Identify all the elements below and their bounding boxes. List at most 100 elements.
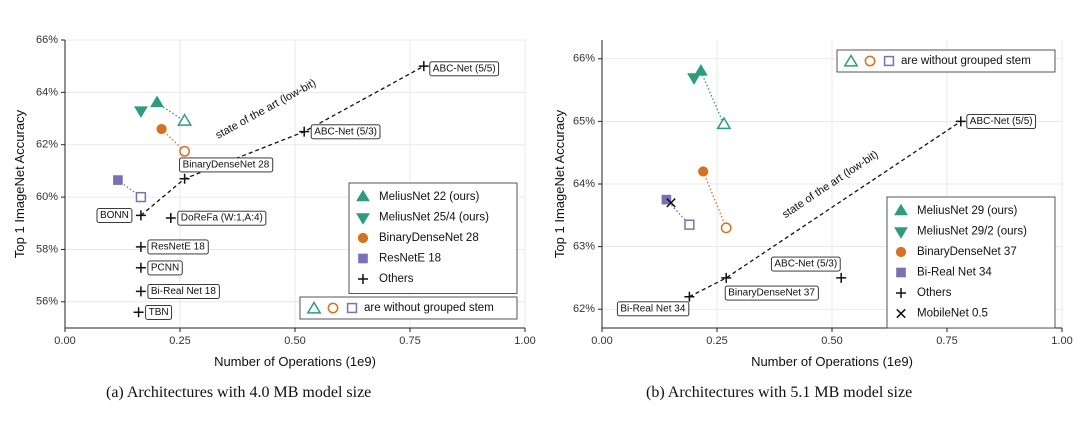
label-tbn: TBN	[149, 307, 169, 318]
legend-marker-meliusnet-29-2-ours	[894, 227, 908, 239]
label-tbn-box	[145, 304, 173, 320]
point-others-bonn	[135, 210, 146, 221]
label-resnete-18-box	[147, 239, 209, 255]
no-stem-connector	[702, 171, 727, 229]
point-bi-real-net-34	[661, 194, 672, 205]
legend-label-others: Others	[917, 287, 952, 299]
x-tick-label: 0.50	[284, 335, 305, 347]
point-others-pcnn	[135, 262, 146, 273]
x-tick-label: 0.75	[399, 335, 420, 347]
point-others-binarydensenet-28	[179, 173, 190, 184]
point-binarydensenet-28	[156, 123, 167, 135]
stem-note-text: are without grouped stem	[364, 302, 494, 314]
legend-label-binarydensenet-28: BinaryDenseNet 28	[379, 232, 479, 244]
note-triangle-marker	[306, 301, 322, 314]
label-bonn: BONN	[100, 210, 129, 221]
y-tick-label: 66%	[573, 53, 595, 65]
label-abc-net-5-3-box	[770, 256, 841, 272]
legend-label-resnete-18: ResNetE 18	[379, 253, 441, 265]
x-tick-label: 0.25	[706, 335, 727, 347]
y-axis-title: Top 1 ImageNet Accuracy	[12, 109, 27, 258]
point-binarydensenet-37	[698, 166, 709, 177]
note-square-marker	[346, 302, 358, 314]
x-tick-label: 0.00	[54, 335, 75, 347]
label-bi-real-net-18-box	[147, 284, 220, 299]
point-others-abc-net-5-5	[418, 61, 429, 72]
label-bonn-box	[96, 208, 133, 224]
legend-marker-bi-real-net-34	[896, 267, 906, 278]
stem-note-text: are without grouped stem	[901, 55, 1031, 67]
legend-label-binarydensenet-37: BinaryDenseNet 37	[917, 246, 1017, 258]
label-dorefa-w-1-a-4: DoReFa (W:1,A:4)	[181, 213, 263, 224]
caption-a: (a) Architectures with 4.0 MB model size	[106, 384, 372, 401]
legend-marker-resnete-18	[358, 253, 368, 264]
y-tick-label: 62%	[36, 139, 58, 151]
label-abc-net-5-3: ABC-Net (5/3)	[774, 259, 837, 270]
y-tick-label: 58%	[36, 243, 58, 255]
x-tick-label: 1.00	[514, 335, 535, 347]
point-resnete-18	[113, 175, 123, 185]
point-meliusnet-22-ours	[150, 95, 164, 108]
label-dorefa-w-1-a-4-box	[177, 210, 267, 226]
legend: MeliusNet 22 (ours) MeliusNet 25/4 (ours)…	[348, 182, 518, 294]
label-pcnn-box	[147, 260, 183, 276]
legend-label-meliusnet-29-ours: MeliusNet 29 (ours)	[917, 205, 1018, 217]
label-binarydensenet-37: BinaryDenseNet 37	[728, 288, 815, 299]
sota-label: state of the art (low-bit)	[780, 148, 880, 220]
label-resnete-18: ResNetE 18	[151, 241, 205, 252]
y-tick-label: 56%	[36, 296, 58, 308]
point-no-stem-circle	[179, 145, 191, 157]
point-meliusnet-25-4-ours	[134, 106, 148, 118]
legend-label-mobilenet-0-5: MobileNet 0.5	[917, 308, 988, 320]
x-tick-label: 0.75	[936, 335, 957, 347]
legend: MeliusNet 29 (ours) MeliusNet 29/2 (ours)…	[886, 196, 1056, 329]
stem-note: are without grouped stem	[836, 49, 1056, 73]
legend-marker-meliusnet-22-ours	[356, 189, 370, 202]
legend-label-others: Others	[379, 273, 414, 285]
label-bi-real-net-34-box	[616, 301, 690, 317]
legend-marker-meliusnet-29-ours	[894, 203, 908, 216]
x-tick-label: 0.25	[169, 335, 190, 347]
y-tick-label: 64%	[36, 86, 58, 98]
point-no-stem-square	[684, 219, 695, 230]
legend-label-meliusnet-29-2-ours: MeliusNet 29/2 (ours)	[917, 226, 1027, 238]
label-abc-net-5-5: ABC-Net (5/5)	[970, 116, 1033, 127]
chart-a: 0.00 0.25 0.50 0.75 1.00 56% 58% 60% 62% 64% 66% Nu…	[12, 34, 536, 369]
no-stem-connector	[700, 71, 725, 125]
legend-marker-binarydensenet-28	[357, 232, 369, 244]
legend-label-bi-real-net-34: Bi-Real Net 34	[917, 267, 992, 279]
label-binarydensenet-37-box	[724, 285, 819, 301]
stem-note-box	[836, 49, 1056, 73]
legend-marker-others	[358, 274, 368, 284]
point-others-bi-real-net-18	[135, 286, 146, 297]
x-tick-label: 1.00	[1051, 335, 1072, 347]
x-tick-label: 0.50	[821, 335, 842, 347]
point-meliusnet-29-2-ours	[687, 73, 701, 85]
label-bi-real-net-18: Bi-Real Net 18	[151, 286, 216, 297]
point-others-dorefa-w-1-a-4	[165, 213, 176, 224]
point-others-binarydensenet-37	[721, 272, 732, 283]
stem-note-box	[299, 296, 518, 320]
sota-line	[140, 65, 425, 216]
legend-label-meliusnet-25-4-ours: MeliusNet 25/4 (ours)	[379, 212, 489, 224]
label-abc-net-5-3: ABC-Net (5/3)	[314, 126, 377, 137]
point-others-bi-real-net-34	[684, 291, 695, 302]
label-binarydensenet-28-box	[179, 157, 274, 173]
point-others-abc-net-5-5	[955, 116, 966, 127]
legend-box	[348, 182, 518, 294]
note-circle-marker	[327, 302, 339, 314]
y-tick-label: 64%	[573, 178, 595, 190]
y-tick-label: 66%	[36, 34, 58, 46]
chart-b: 0.00 0.25 0.50 0.75 1.00 62% 63% 64% 65% 66% Numbe…	[552, 40, 1073, 369]
label-abc-net-5-5-box	[429, 61, 500, 77]
point-no-stem-triangle	[177, 113, 193, 126]
point-no-stem-triangle	[716, 116, 732, 130]
x-axis-title: Number of Operations (1e9)	[214, 354, 376, 369]
legend-label-meliusnet-22-ours: MeliusNet 22 (ours)	[379, 191, 480, 203]
y-tick-label: 62%	[573, 303, 595, 315]
label-bi-real-net-34: Bi-Real Net 34	[620, 303, 685, 314]
point-mobilenet-0-5	[666, 198, 676, 208]
stem-note: are without grouped stem	[299, 296, 518, 320]
label-abc-net-5-3-box	[310, 124, 381, 140]
